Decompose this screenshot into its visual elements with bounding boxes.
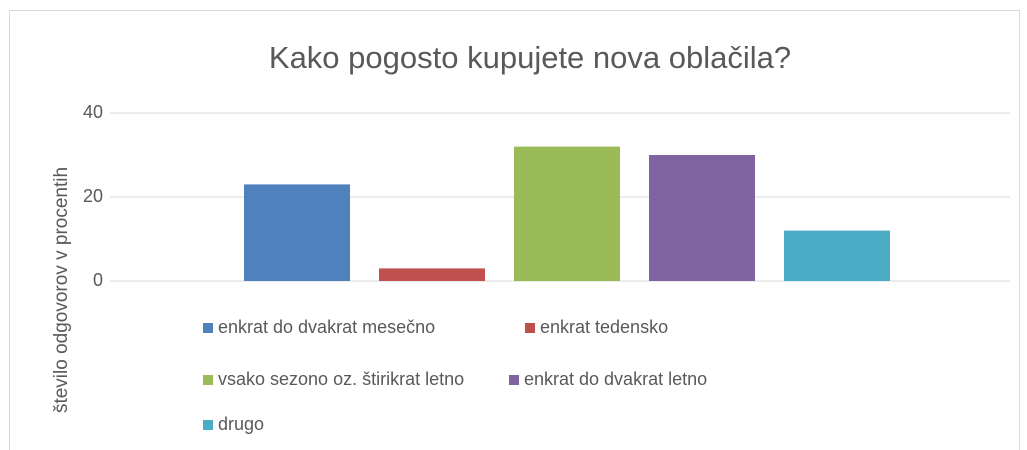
- legend-label: vsako sezono oz. štirikrat letno: [218, 369, 464, 389]
- bar: [379, 268, 485, 281]
- y-tick-label: 40: [83, 102, 103, 122]
- bar: [514, 146, 620, 281]
- legend-swatch: [203, 420, 213, 430]
- legend-swatch: [203, 375, 213, 385]
- chart-title: Kako pogosto kupujete nova oblačila?: [269, 40, 791, 75]
- legend-swatch: [509, 375, 519, 385]
- legend-label: enkrat do dvakrat letno: [524, 369, 707, 389]
- y-tick-label: 20: [83, 186, 103, 206]
- bar: [244, 184, 350, 281]
- legend-swatch: [525, 323, 535, 333]
- legend-label: enkrat tedensko: [540, 317, 668, 337]
- bar: [784, 230, 890, 281]
- y-tick-label: 0: [93, 270, 103, 290]
- y-axis-label: število odgovorov v procentih: [51, 167, 72, 413]
- legend-label: enkrat do dvakrat mesečno: [218, 317, 435, 337]
- bar: [649, 155, 755, 281]
- legend-swatch: [203, 323, 213, 333]
- legend-label: drugo: [218, 414, 264, 434]
